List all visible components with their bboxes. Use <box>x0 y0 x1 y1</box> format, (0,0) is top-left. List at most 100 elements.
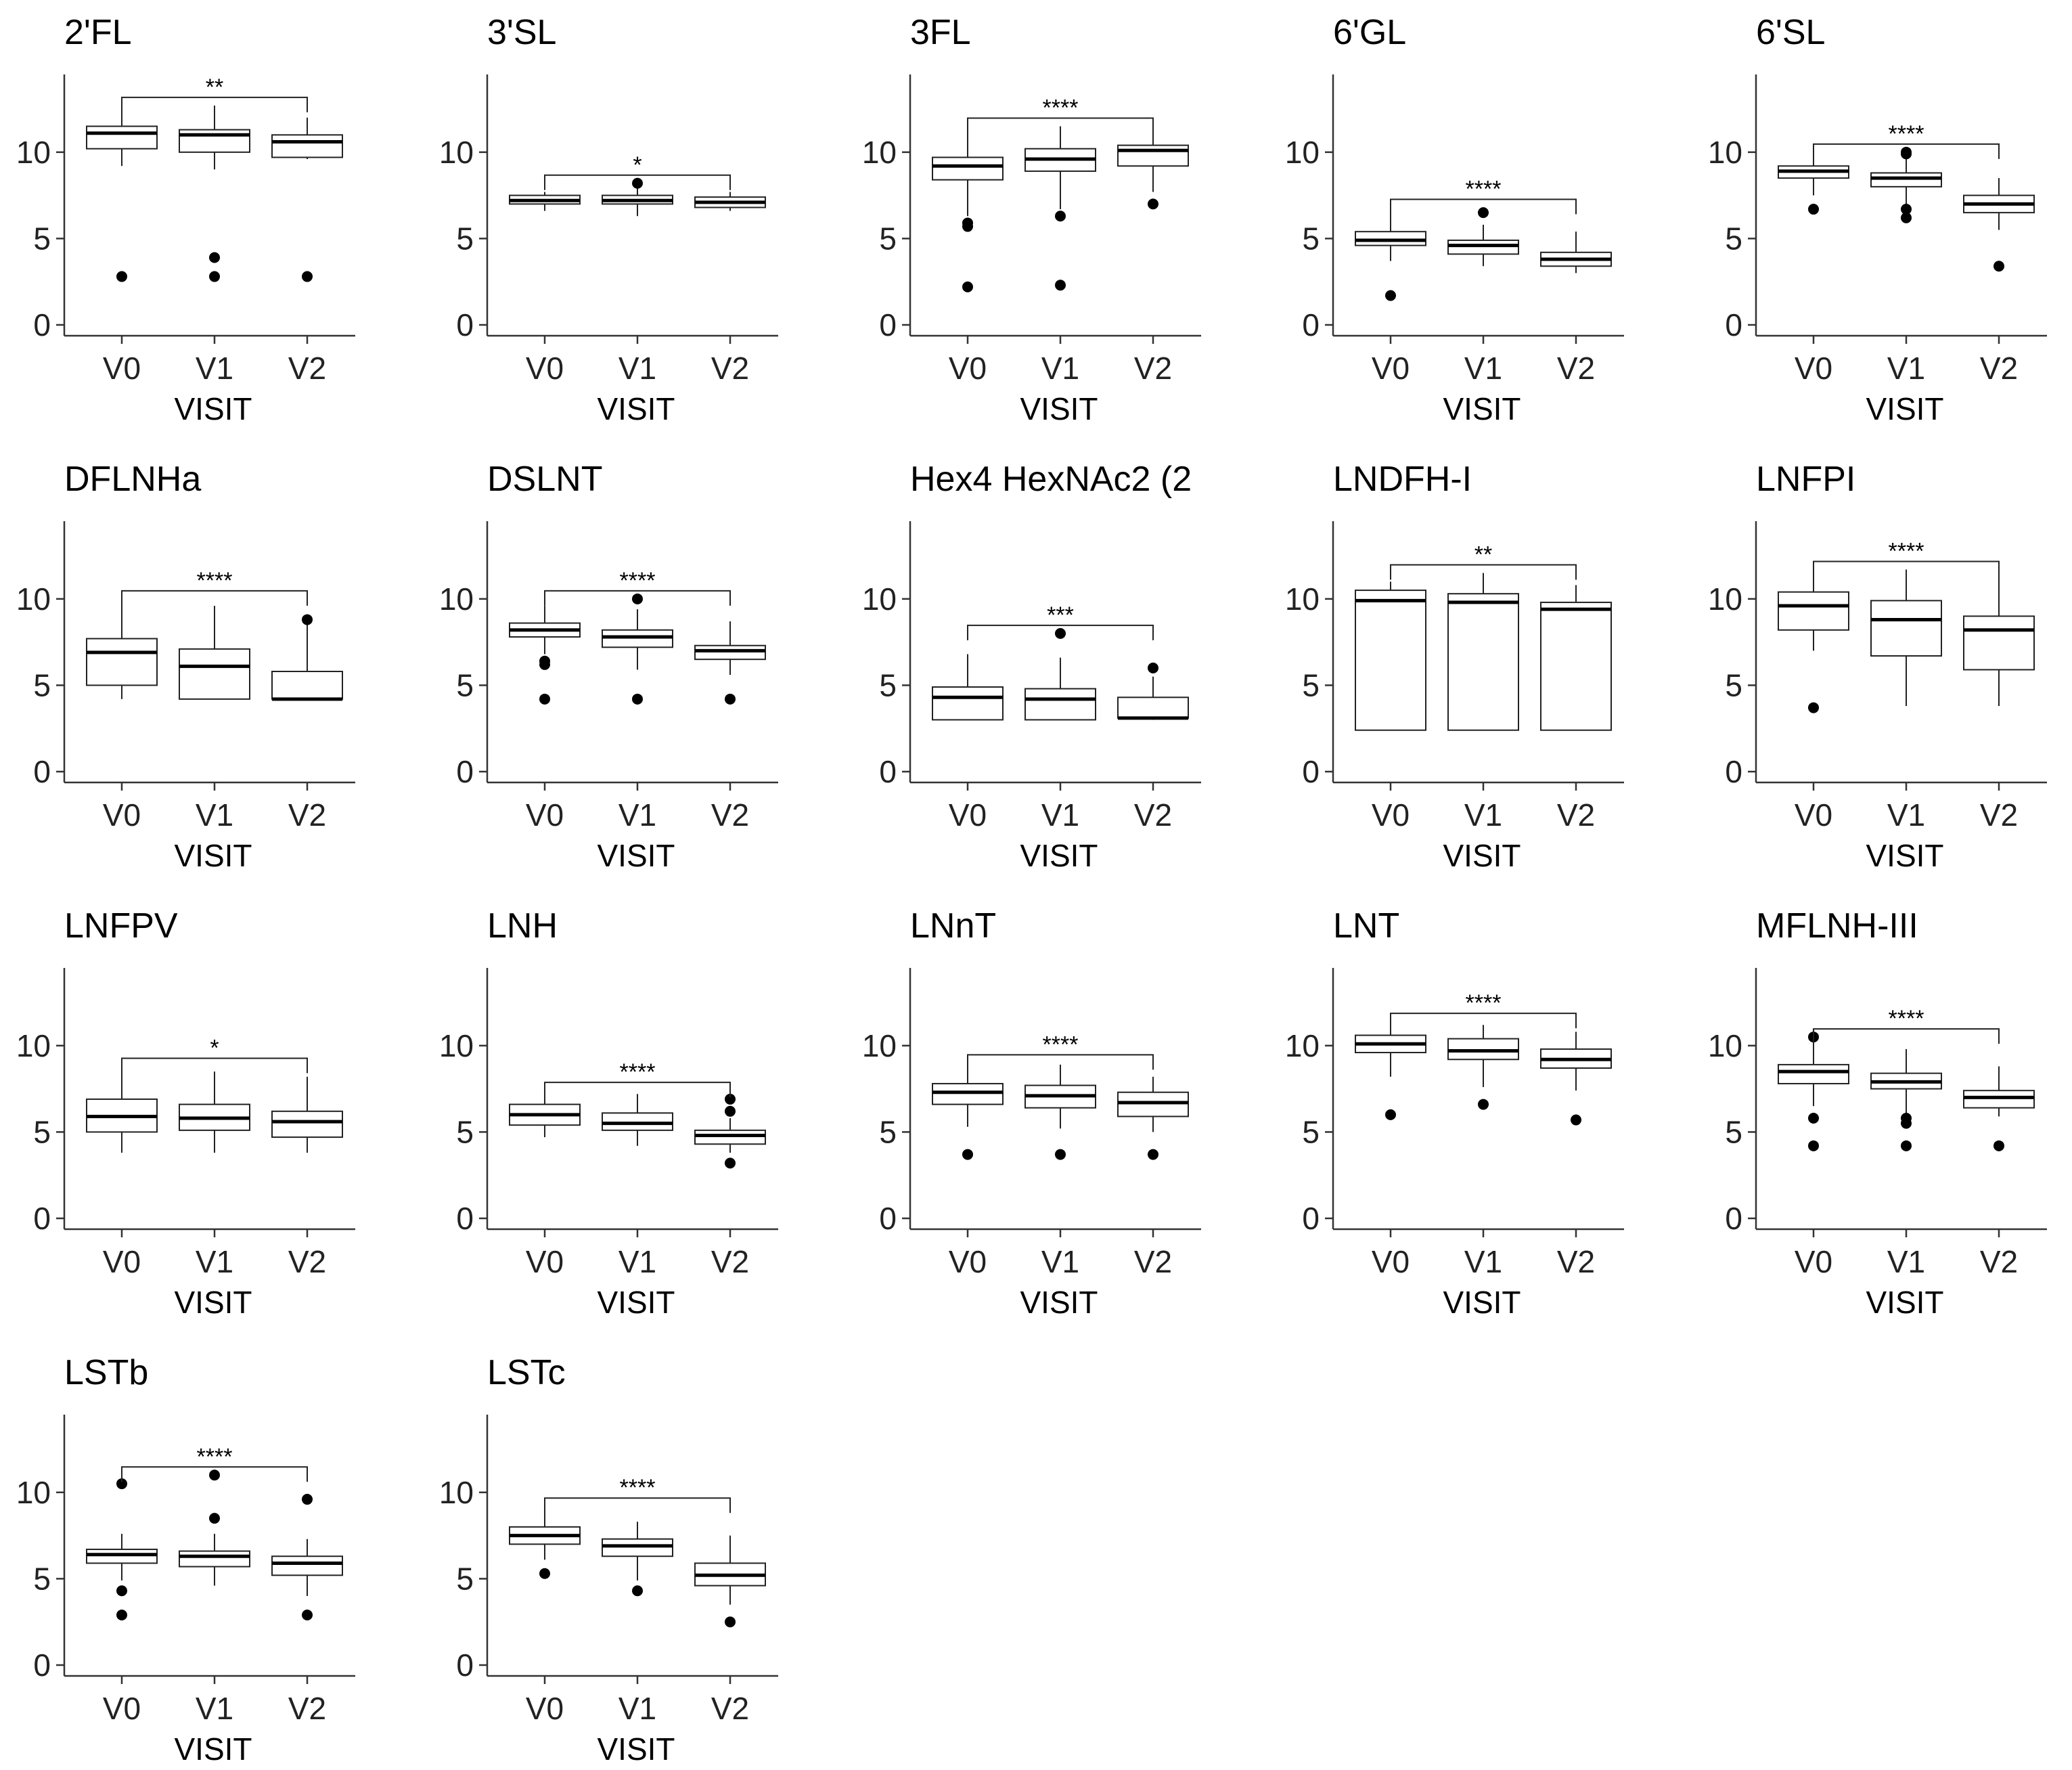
y-tick-label: 10 <box>862 135 897 170</box>
box-iqr <box>694 644 766 661</box>
outlier-point <box>632 1585 643 1597</box>
x-tick-label: V2 <box>1557 1244 1595 1279</box>
box-V0 <box>86 1066 158 1153</box>
significance-bracket <box>1813 143 2000 159</box>
significance-bracket <box>544 1082 731 1098</box>
x-tick-label: V1 <box>196 1244 233 1279</box>
panel-title: 2'FL <box>64 13 132 52</box>
outlier-point <box>632 177 643 189</box>
y-tick-label: 0 <box>33 1647 51 1683</box>
x-tick-label: V0 <box>103 1244 141 1279</box>
outlier-point <box>1148 1149 1158 1160</box>
box-V2 <box>1963 178 2035 272</box>
y-tick-label: 5 <box>879 1114 897 1149</box>
outlier-point <box>1901 1113 1912 1124</box>
x-tick-label: V1 <box>1041 351 1079 386</box>
y-tick-label: 0 <box>1725 754 1742 789</box>
box-V1 <box>602 593 673 705</box>
x-axis-label: VISIT <box>1866 838 1943 873</box>
x-tick-label: V2 <box>288 351 326 386</box>
outlier-point <box>1808 204 1819 215</box>
panel-3: 6'GL 0 5 10 V0 V1 V2 VISIT **** <box>1285 13 1624 426</box>
outlier-point <box>1055 211 1066 222</box>
outlier-point <box>116 1610 127 1620</box>
significance-bracket <box>1390 564 1577 580</box>
box-V0 <box>86 109 158 282</box>
outlier-point <box>1808 702 1819 713</box>
box-V0 <box>1355 1021 1426 1120</box>
significance-bracket <box>967 624 1154 640</box>
outlier-point <box>1055 627 1066 639</box>
box-V2 <box>271 117 343 282</box>
box-iqr <box>602 629 673 648</box>
y-tick-label: 5 <box>33 221 51 256</box>
panel-2: 3FL 0 5 10 V0 V1 V2 VISIT **** <box>862 13 1201 426</box>
x-tick-label: V1 <box>618 1691 656 1726</box>
outlier-point <box>1148 662 1158 673</box>
x-tick-label: V2 <box>711 351 749 386</box>
y-tick-label: 10 <box>439 1028 474 1063</box>
box-V0 <box>932 131 1004 292</box>
y-tick-label: 10 <box>1285 1028 1320 1063</box>
box-iqr <box>1447 239 1519 255</box>
box-V2 <box>271 1076 343 1153</box>
box-iqr <box>179 129 250 153</box>
x-tick-label: V2 <box>1557 797 1595 833</box>
box-V2 <box>694 192 766 211</box>
outlier-point <box>539 1568 550 1579</box>
significance-label: **** <box>1466 176 1502 202</box>
box-iqr <box>932 686 1004 721</box>
y-tick-label: 10 <box>439 581 474 617</box>
x-axis-label: VISIT <box>1020 838 1098 873</box>
significance-bracket <box>1813 1028 2000 1044</box>
x-tick-label: V2 <box>1134 1244 1172 1279</box>
box-V0 <box>1355 581 1426 731</box>
outlier-point <box>1148 198 1158 210</box>
box-V1 <box>602 1094 673 1146</box>
significance-label: **** <box>197 568 233 594</box>
panel-title: LNH <box>487 906 558 946</box>
significance-label: *** <box>1047 602 1074 628</box>
box-iqr <box>86 125 158 150</box>
x-axis-label: VISIT <box>174 1285 252 1320</box>
y-tick-label: 0 <box>456 1201 474 1236</box>
x-tick-label: V1 <box>1041 797 1079 833</box>
outlier-point <box>962 1149 973 1160</box>
x-tick-label: V0 <box>949 1244 987 1279</box>
outlier-point <box>1994 261 2004 272</box>
box-V1 <box>1870 146 1942 223</box>
box-V2 <box>271 614 343 701</box>
outlier-point <box>116 1585 127 1597</box>
box-iqr <box>179 648 250 700</box>
box-V1 <box>1447 573 1519 731</box>
panel-title: DFLNHa <box>64 460 201 499</box>
y-tick-label: 10 <box>1285 135 1320 170</box>
x-axis-label: VISIT <box>1443 1285 1521 1320</box>
x-axis-label: VISIT <box>1020 1285 1098 1320</box>
y-tick-label: 5 <box>1725 221 1742 256</box>
outlier-point <box>209 271 220 282</box>
significance-bracket <box>121 96 308 112</box>
significance-bracket <box>967 1054 1154 1070</box>
significance-bracket <box>967 117 1154 133</box>
outlier-point <box>1571 1114 1581 1126</box>
outlier-point <box>1901 212 1912 223</box>
x-tick-label: V2 <box>288 1691 326 1726</box>
panel-title: Hex4 HexNAc2 (2 <box>910 460 1192 499</box>
box-V2 <box>1963 575 2035 707</box>
outlier-point <box>962 281 973 292</box>
outlier-point <box>1055 1149 1066 1160</box>
x-tick-label: V1 <box>1887 1244 1925 1279</box>
box-V1 <box>602 1522 673 1597</box>
outlier-point <box>725 693 736 705</box>
box-V2 <box>1117 662 1189 720</box>
panel-title: 6'SL <box>1756 13 1825 52</box>
box-iqr <box>271 671 343 700</box>
outlier-point <box>1478 1099 1489 1110</box>
box-iqr <box>602 1538 673 1557</box>
outlier-point <box>209 1513 220 1524</box>
significance-label: **** <box>620 568 656 594</box>
y-tick-label: 0 <box>1725 1201 1742 1236</box>
significance-label: * <box>210 1035 219 1061</box>
y-tick-label: 5 <box>879 667 897 703</box>
